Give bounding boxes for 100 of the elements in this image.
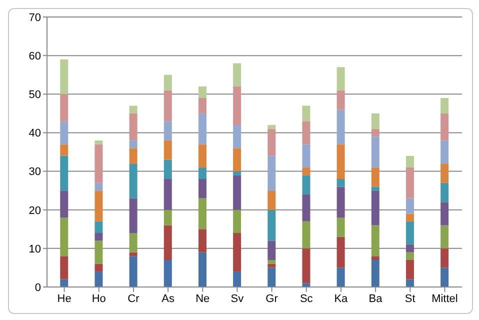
bar — [440, 268, 449, 287]
bar — [129, 198, 138, 233]
bar — [233, 86, 242, 125]
bar — [198, 252, 206, 287]
bar — [406, 279, 414, 287]
x-tick-label: Gr — [266, 292, 278, 305]
bar — [129, 140, 138, 148]
bar — [94, 240, 103, 264]
bar — [233, 171, 242, 176]
y-tick-label: 70 — [28, 12, 41, 24]
bar — [268, 264, 276, 268]
bar — [336, 67, 345, 90]
bar — [268, 268, 276, 287]
y-tick-label: 20 — [28, 204, 41, 217]
bar — [440, 164, 449, 183]
bar — [406, 156, 414, 168]
bar — [336, 144, 345, 179]
bar — [406, 244, 414, 252]
y-tick-label: 60 — [28, 50, 41, 62]
bar — [164, 210, 172, 226]
bar — [371, 167, 380, 187]
bar — [406, 198, 414, 214]
bar — [302, 144, 310, 168]
bar — [302, 221, 310, 248]
bar — [440, 248, 449, 268]
x-tick-label: St — [404, 292, 416, 305]
x-tick-label: Sc — [300, 292, 314, 305]
bar — [302, 167, 310, 176]
bar — [336, 179, 345, 187]
bar — [129, 113, 138, 140]
bar — [336, 110, 345, 144]
bar — [302, 175, 310, 194]
bar — [198, 198, 206, 230]
bar — [268, 128, 276, 156]
x-tick-label: As — [162, 292, 175, 305]
bar — [94, 233, 103, 241]
bar — [440, 202, 449, 226]
bar — [60, 156, 68, 191]
bar — [302, 194, 310, 222]
bar — [406, 221, 414, 245]
bar — [233, 272, 242, 287]
bar — [198, 144, 206, 168]
bar — [164, 179, 172, 210]
bar — [129, 164, 138, 198]
bar — [233, 63, 242, 86]
bar — [268, 260, 276, 264]
x-tick-label: Ba — [368, 292, 384, 305]
bar — [440, 140, 449, 164]
bar — [371, 190, 380, 226]
bar — [60, 121, 68, 144]
bar — [336, 236, 345, 268]
bar — [129, 252, 138, 256]
bar — [371, 225, 380, 256]
bar — [129, 106, 138, 114]
bar — [233, 175, 242, 210]
bar — [60, 144, 68, 156]
bar — [371, 186, 380, 191]
bar — [60, 218, 68, 256]
bar — [440, 113, 449, 140]
bar — [94, 140, 103, 144]
bar — [60, 190, 68, 218]
bar — [94, 144, 103, 183]
bar — [164, 260, 172, 287]
y-tick-label: 50 — [28, 89, 41, 102]
bar — [406, 252, 414, 260]
bar — [164, 225, 172, 260]
bar — [60, 59, 68, 94]
bar — [94, 264, 103, 272]
bar — [60, 94, 68, 122]
bar — [94, 221, 103, 233]
bar — [164, 160, 172, 179]
bar — [129, 256, 138, 287]
bar — [129, 233, 138, 252]
bar — [302, 106, 310, 122]
bar — [94, 272, 103, 287]
bar — [233, 210, 242, 233]
bar — [60, 279, 68, 287]
bar — [198, 179, 206, 198]
bar — [371, 113, 380, 129]
x-tick-label: Ho — [92, 292, 106, 305]
bar — [302, 121, 310, 144]
bar — [406, 260, 414, 280]
bar — [198, 167, 206, 179]
bar — [94, 190, 103, 222]
bar — [371, 256, 380, 260]
bar — [406, 214, 414, 222]
bar — [233, 148, 242, 172]
bar — [336, 90, 345, 110]
bar — [164, 121, 172, 140]
x-tick-label: Ka — [334, 292, 349, 305]
bar — [268, 210, 276, 241]
x-tick-label: Ne — [196, 292, 210, 305]
bar — [198, 86, 206, 98]
bar — [336, 186, 345, 218]
bar — [198, 229, 206, 252]
bar — [164, 74, 172, 90]
bar — [268, 190, 276, 210]
bar — [268, 156, 276, 191]
y-tick-label: 40 — [28, 128, 41, 140]
bar — [94, 182, 103, 191]
